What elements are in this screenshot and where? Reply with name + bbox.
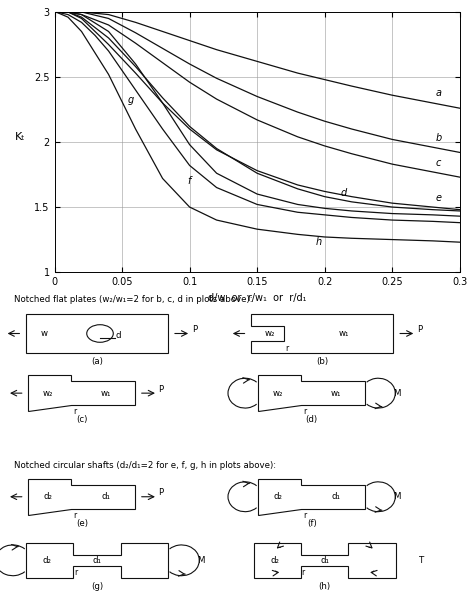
Text: w₂: w₂ (272, 389, 283, 398)
Text: d₁: d₁ (93, 556, 101, 565)
Text: M: M (393, 492, 401, 501)
Text: b: b (436, 133, 442, 143)
Text: d₂: d₂ (43, 556, 52, 565)
Text: h: h (315, 237, 321, 247)
Text: (e): (e) (76, 519, 88, 528)
Text: P: P (159, 385, 164, 393)
Polygon shape (258, 478, 365, 515)
Text: (h): (h) (319, 582, 331, 591)
Y-axis label: Kₜ: Kₜ (15, 132, 26, 142)
Text: f: f (187, 176, 190, 186)
Polygon shape (28, 375, 135, 411)
Text: r: r (303, 511, 306, 520)
Text: (f): (f) (307, 519, 317, 528)
Text: w₂: w₂ (42, 389, 53, 398)
Text: d: d (341, 188, 347, 198)
Text: (a): (a) (91, 358, 103, 367)
Text: P: P (159, 488, 164, 497)
Text: c: c (436, 158, 441, 168)
Text: M: M (393, 389, 401, 398)
Text: r: r (73, 407, 76, 416)
Polygon shape (258, 375, 365, 411)
Text: Notched flat plates (w₂/w₁=2 for b, c, d in plots above):: Notched flat plates (w₂/w₁=2 for b, c, d… (14, 295, 253, 304)
Text: w₁: w₁ (339, 329, 350, 338)
Text: (d): (d) (306, 416, 318, 425)
Text: r: r (285, 344, 288, 353)
Text: d₂: d₂ (43, 492, 52, 501)
Text: d₁: d₁ (102, 492, 111, 501)
Text: w: w (41, 329, 47, 338)
Text: r: r (74, 568, 77, 576)
Polygon shape (26, 543, 168, 578)
Text: a: a (436, 87, 441, 97)
Text: Notched circular shafts (d₂/d₁=2 for e, f, g, h in plots above):: Notched circular shafts (d₂/d₁=2 for e, … (14, 461, 276, 470)
Text: g: g (128, 96, 134, 105)
Text: d₂: d₂ (273, 492, 282, 501)
Text: (g): (g) (91, 582, 103, 591)
Text: d₂: d₂ (271, 556, 279, 565)
Text: T: T (419, 556, 425, 565)
Text: r: r (73, 511, 76, 520)
Text: P: P (417, 325, 422, 334)
Text: M: M (197, 556, 204, 565)
Text: r: r (302, 568, 305, 576)
Text: d: d (115, 331, 121, 340)
Text: w₁: w₁ (101, 389, 111, 398)
Text: (b): (b) (316, 358, 328, 367)
Bar (26, 314, 168, 353)
Text: d₁: d₁ (320, 556, 329, 565)
X-axis label: d/w  or  r/w₁  or  r/d₁: d/w or r/w₁ or r/d₁ (208, 292, 306, 303)
Text: P: P (192, 325, 197, 334)
Text: e: e (436, 193, 441, 203)
Polygon shape (251, 314, 393, 353)
Text: w₂: w₂ (265, 329, 275, 338)
Text: (c): (c) (76, 416, 87, 425)
Text: w₁: w₁ (331, 389, 341, 398)
Polygon shape (254, 543, 396, 578)
Text: r: r (303, 407, 306, 416)
Polygon shape (28, 478, 135, 515)
Text: d₁: d₁ (332, 492, 341, 501)
